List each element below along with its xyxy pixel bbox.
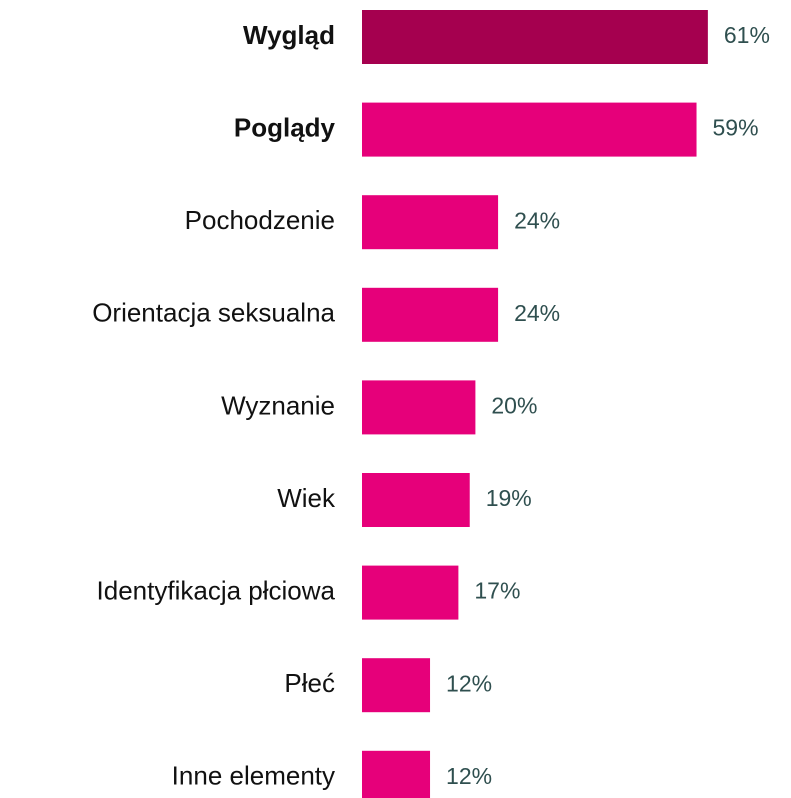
bar [362, 102, 697, 157]
category-label: Wyznanie [221, 390, 335, 420]
value-label: 20% [491, 392, 537, 418]
value-label: 59% [713, 115, 759, 141]
bar [362, 287, 499, 342]
bar [362, 380, 476, 435]
category-label: Pochodzenie [185, 205, 335, 235]
category-label: Wiek [277, 483, 336, 513]
bar [362, 658, 431, 713]
bar [362, 195, 499, 250]
category-label: Poglądy [234, 112, 336, 142]
bar [362, 750, 431, 798]
bar [362, 565, 459, 620]
category-label: Orientacja seksualna [92, 298, 335, 328]
value-label: 24% [514, 207, 560, 233]
value-label: 12% [446, 763, 492, 789]
category-label: Inne elementy [172, 761, 335, 791]
value-label: 19% [486, 485, 532, 511]
category-label: Wygląd [243, 20, 335, 50]
bar [362, 473, 470, 527]
category-label: Identyfikacja płciowa [97, 575, 336, 605]
value-label: 17% [474, 578, 520, 604]
bar [362, 10, 708, 64]
value-label: 24% [514, 300, 560, 326]
value-label: 61% [724, 22, 770, 48]
category-label: Płeć [284, 668, 335, 698]
value-label: 12% [446, 670, 492, 696]
